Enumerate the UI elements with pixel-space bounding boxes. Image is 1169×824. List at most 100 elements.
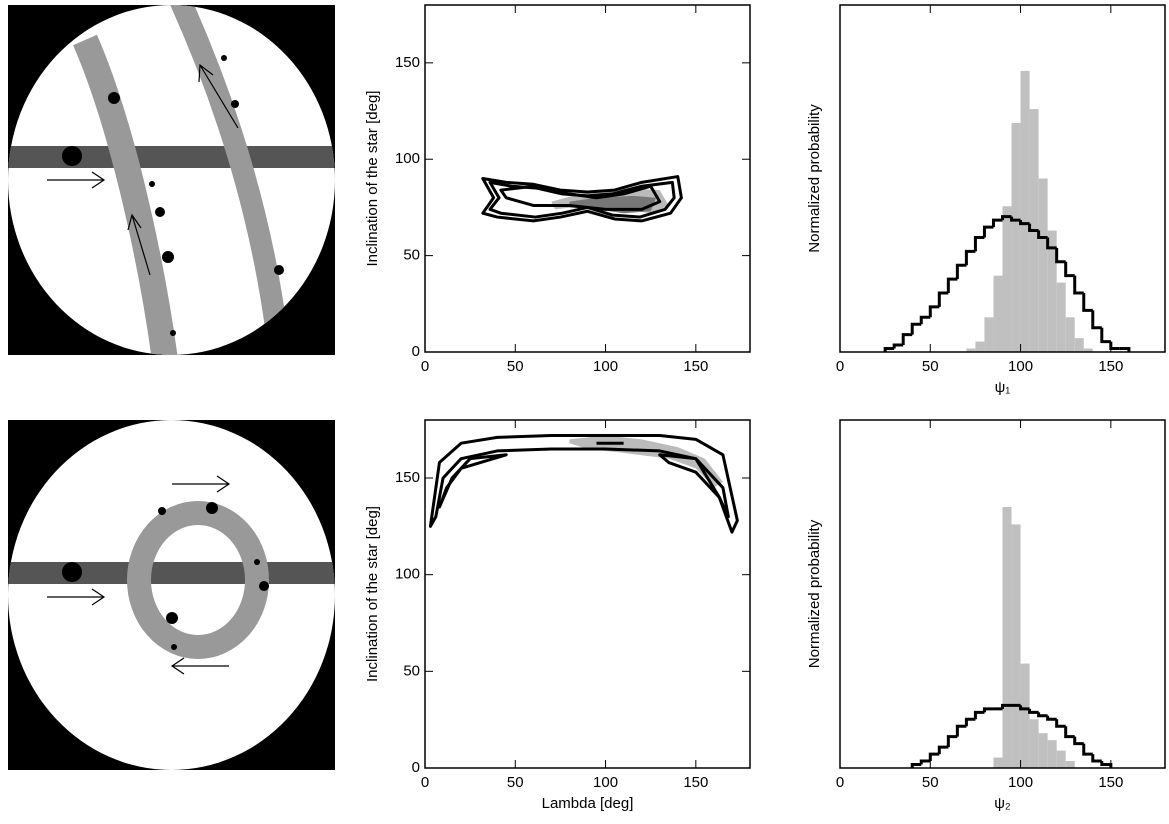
x-axis-label: ψ₁ xyxy=(995,379,1011,396)
hist-step xyxy=(964,717,976,727)
contour xyxy=(488,180,676,219)
hist-step xyxy=(1100,327,1111,344)
hist-step xyxy=(910,322,922,335)
x-tick-label: 0 xyxy=(421,358,429,375)
hist-bar xyxy=(966,348,976,352)
hist-step xyxy=(1119,347,1131,352)
hist-step xyxy=(1028,708,1039,714)
hist-bar xyxy=(984,317,994,352)
hist-bar xyxy=(993,757,1003,768)
hist-step xyxy=(1037,712,1048,718)
hist-bar xyxy=(1038,178,1048,352)
hist-step xyxy=(1019,705,1030,711)
hist-step xyxy=(1055,719,1066,728)
hist-step xyxy=(946,277,958,294)
hist-bar xyxy=(1074,338,1084,352)
axes-frame xyxy=(839,419,1166,769)
x-tick-label: 150 xyxy=(1098,358,1123,375)
hist-step xyxy=(892,343,904,349)
hist-bar xyxy=(1056,750,1066,768)
hist-step xyxy=(1091,754,1102,763)
hist-step xyxy=(982,225,994,238)
hist-step xyxy=(1082,293,1093,312)
x-tick-label: 100 xyxy=(593,774,618,791)
hist-bar xyxy=(1038,733,1048,768)
hist-step xyxy=(1046,715,1057,721)
contour xyxy=(437,453,508,509)
hist-step xyxy=(1001,215,1012,221)
hist-step xyxy=(1010,216,1021,222)
y-axis-label: Normalized probability xyxy=(806,519,823,668)
x-tick-label: 100 xyxy=(1008,774,1033,791)
sketch-top xyxy=(8,5,335,355)
contour xyxy=(481,175,683,223)
hist-bar xyxy=(1002,507,1012,768)
hist-step xyxy=(1001,703,1012,709)
hist-step xyxy=(1037,230,1048,239)
hist-step xyxy=(982,707,994,713)
x-tick-label: 0 xyxy=(836,358,844,375)
hist-bar xyxy=(1056,282,1066,352)
axes-frame xyxy=(839,4,1166,353)
x-tick-label: 50 xyxy=(507,774,524,791)
hist-step xyxy=(955,263,967,280)
hist-step xyxy=(883,347,895,352)
hist-bar xyxy=(1083,348,1093,352)
hist-step xyxy=(955,724,967,737)
y-tick-label: 100 xyxy=(395,150,420,167)
x-tick-label: 50 xyxy=(922,774,939,791)
contour xyxy=(658,453,730,519)
hist-bar xyxy=(1011,524,1021,768)
x-tick-label: 50 xyxy=(507,358,524,375)
y-tick-label: 0 xyxy=(412,343,420,360)
hist-step xyxy=(973,710,985,720)
hist-step xyxy=(946,735,958,748)
y-tick-label: 150 xyxy=(395,54,420,71)
y-axis-label: Inclination of the star [deg] xyxy=(364,91,381,267)
hist-step xyxy=(928,752,940,762)
y-tick-label: 0 xyxy=(412,759,420,776)
axes-frame xyxy=(424,419,751,769)
y-tick-label: 50 xyxy=(403,662,420,679)
y-tick-label: 50 xyxy=(403,247,420,264)
x-tick-label: 150 xyxy=(683,358,708,375)
x-tick-label: 0 xyxy=(421,774,429,791)
x-tick-label: 100 xyxy=(1008,358,1033,375)
hist-step xyxy=(1091,310,1102,330)
hist-bar xyxy=(1065,317,1075,352)
hist-step xyxy=(910,763,922,768)
y-tick-label: 100 xyxy=(395,566,420,583)
hist-step xyxy=(919,315,931,325)
x-tick-label: 100 xyxy=(593,358,618,375)
y-tick-label: 150 xyxy=(395,469,420,486)
x-axis-label: Lambda [deg] xyxy=(542,795,634,812)
hist-step xyxy=(1073,736,1084,746)
hist-step xyxy=(1100,761,1113,768)
hist-step xyxy=(1064,726,1075,739)
hist-step xyxy=(1073,275,1084,295)
hist-step xyxy=(901,333,913,346)
contour xyxy=(428,433,739,534)
hist-bar xyxy=(1002,206,1012,352)
hist-step xyxy=(1082,743,1093,756)
axes-frame xyxy=(424,4,751,353)
hist-step xyxy=(964,249,976,266)
hist-step xyxy=(1028,223,1039,233)
hist-bar xyxy=(1020,70,1030,353)
contour xyxy=(499,184,662,211)
hist-bar xyxy=(1047,740,1057,768)
hist-step xyxy=(1019,220,1030,226)
hist-bar xyxy=(1029,719,1039,768)
hist-bar xyxy=(1011,122,1021,352)
sketch-bottom xyxy=(8,420,335,770)
hist-bar xyxy=(1020,663,1030,768)
x-tick-label: 150 xyxy=(1098,774,1123,791)
hist-step xyxy=(1064,261,1075,278)
hist-step xyxy=(937,291,949,307)
x-axis-label: ψ₂ xyxy=(994,795,1011,812)
x-tick-label: 150 xyxy=(683,774,708,791)
x-tick-label: 50 xyxy=(922,358,939,375)
y-axis-label: Normalized probability xyxy=(806,104,823,253)
hist-step xyxy=(1055,247,1066,264)
